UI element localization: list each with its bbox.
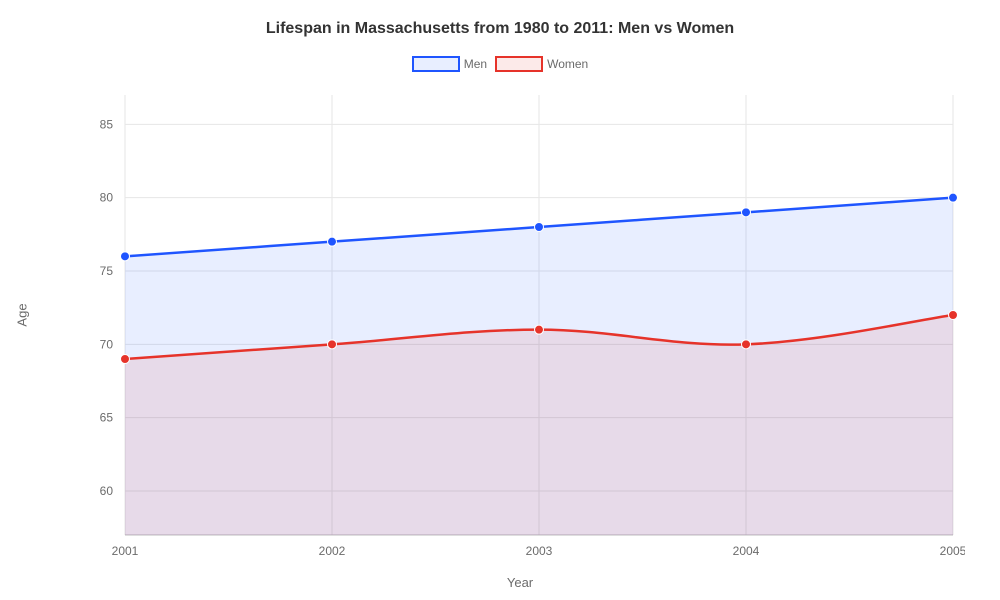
- y-tick-label: 65: [100, 411, 114, 425]
- x-tick-label: 2001: [112, 544, 139, 558]
- marker-women: [328, 340, 337, 349]
- legend: Men Women: [0, 56, 1000, 72]
- legend-item-men: Men: [412, 56, 487, 72]
- x-axis-label: Year: [507, 575, 533, 590]
- y-tick-label: 60: [100, 484, 114, 498]
- marker-women: [949, 311, 958, 320]
- y-tick-label: 80: [100, 191, 114, 205]
- x-tick-label: 2003: [526, 544, 553, 558]
- legend-swatch-women: [495, 56, 543, 72]
- marker-men: [949, 193, 958, 202]
- marker-men: [742, 208, 751, 217]
- legend-label-women: Women: [547, 57, 588, 71]
- marker-women: [121, 355, 130, 364]
- x-tick-label: 2002: [319, 544, 346, 558]
- marker-women: [535, 325, 544, 334]
- marker-men: [328, 237, 337, 246]
- legend-swatch-men: [412, 56, 460, 72]
- plot-area: 60657075808520012002200320042005: [75, 95, 965, 535]
- chart-container: Lifespan in Massachusetts from 1980 to 2…: [0, 0, 1000, 600]
- y-tick-label: 85: [100, 117, 114, 131]
- y-tick-label: 70: [100, 337, 114, 351]
- y-axis-label: Age: [15, 303, 30, 326]
- chart-title: Lifespan in Massachusetts from 1980 to 2…: [0, 0, 1000, 38]
- x-tick-label: 2005: [940, 544, 965, 558]
- legend-label-men: Men: [464, 57, 487, 71]
- x-tick-label: 2004: [733, 544, 760, 558]
- y-tick-label: 75: [100, 264, 114, 278]
- chart-svg: 60 65 70 75 80 85 2001 2002 2003 2004 2005: [75, 95, 965, 565]
- marker-men: [535, 223, 544, 232]
- legend-item-women: Women: [495, 56, 588, 72]
- marker-men: [121, 252, 130, 261]
- marker-women: [742, 340, 751, 349]
